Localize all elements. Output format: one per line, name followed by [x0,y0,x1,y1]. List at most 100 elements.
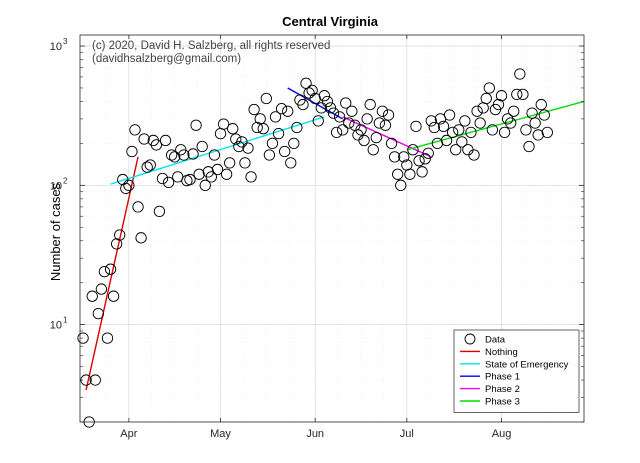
data-point [453,124,465,136]
data-point [373,117,385,129]
data-point [165,149,178,161]
legend-label: Phase 3 [485,397,520,408]
data-point [395,179,407,191]
data-point [187,148,199,160]
data-point [468,149,480,161]
data-point [385,137,398,150]
data-point [358,134,370,147]
data-point [511,88,523,100]
data-point [443,109,456,121]
data-point [193,168,205,180]
chart-title: Central Virginia [282,14,379,29]
data-point [89,374,101,386]
data-point [224,157,236,169]
data-point [312,115,324,127]
data-point [208,149,221,161]
data-point [279,145,291,158]
data-point [364,98,376,111]
data-point [321,95,334,108]
data-point [447,126,459,139]
data-point [135,232,147,244]
data-point [98,266,111,278]
data-point [523,140,535,153]
data-point [327,107,340,119]
data-point [535,98,547,111]
data-point [318,90,331,102]
legend-box [453,329,580,413]
data-point [260,92,272,105]
data-point [120,182,132,195]
data-point [410,120,422,133]
data-point [346,105,358,117]
data-point [266,137,279,150]
data-point [508,105,520,117]
data-point [501,113,514,125]
fit-line-phase-2 [342,116,432,158]
data-point [340,97,352,109]
data-point [404,168,416,180]
data-point [419,153,431,165]
data-point [520,124,532,136]
annotation-line-2: (davidhsalzberg@gmail.com) [92,53,241,65]
data-point [227,123,239,135]
data-point [361,113,373,125]
data-point [175,144,187,156]
data-point [196,140,208,153]
x-tick-label: May [210,428,231,440]
data-point [514,68,526,80]
data-point [343,117,355,129]
data-point [144,159,156,171]
data-point [532,129,544,141]
data-point [529,117,541,129]
data-point [114,229,126,241]
data-point [297,98,309,111]
data-point [333,111,346,123]
data-point [77,332,89,344]
data-point [367,144,379,156]
data-point [153,205,166,218]
data-point [211,163,224,176]
data-point [495,90,508,102]
data-point [257,123,269,135]
data-point [169,151,181,163]
y-tick-exponent: 2 [63,176,68,185]
legend-label: Phase 2 [485,384,520,395]
data-point [150,139,163,151]
data-point [498,126,511,139]
data-point [541,126,553,139]
data-point [220,168,233,180]
data-point [126,145,138,158]
fit-line-nothing [85,156,139,391]
data-point [388,151,401,163]
x-tick-label: Jun [306,428,324,440]
data-point [184,173,196,186]
data-point [407,144,419,156]
x-tick-label: Aug [492,428,512,440]
data-point [269,111,282,123]
data-point [486,124,499,136]
data-point [132,201,144,213]
annotation-line-1: (c) 2020, David H. Salzberg, all rights … [92,40,330,52]
legend-label: Phase 1 [485,372,520,383]
data-point [230,133,242,145]
data-point [315,102,327,114]
data-point [337,124,349,136]
data-point [178,149,190,161]
data-point [162,176,175,189]
x-tick-label: Apr [120,428,137,440]
data-point [107,290,120,302]
data-point [422,147,434,159]
data-point [370,131,382,144]
y-tick-exponent: 1 [63,316,68,325]
y-tick-label: 10 [50,41,62,53]
data-point [538,109,550,121]
data-point [123,179,135,191]
data-point [324,102,337,114]
x-tick-label: Jul [400,428,414,440]
y-tick-label: 10 [50,180,62,192]
data-point [379,119,392,131]
data-point [285,157,297,169]
data-point [263,149,276,161]
